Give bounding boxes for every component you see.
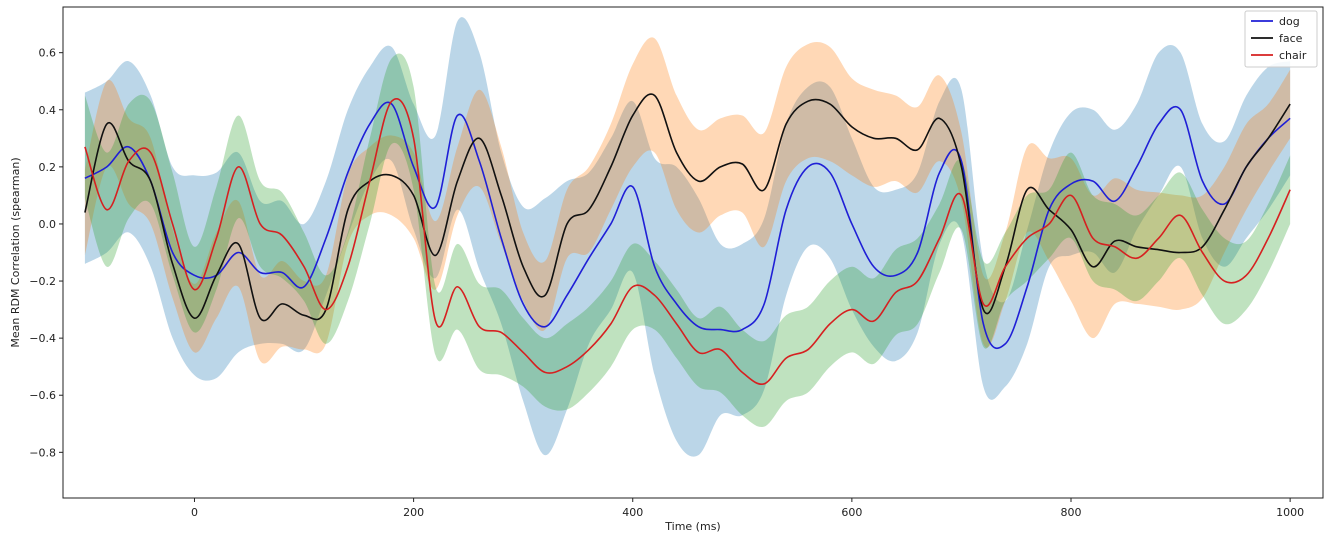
x-tick-label: 400	[622, 506, 643, 519]
x-tick-label: 1000	[1276, 506, 1304, 519]
plot-frame	[62, 6, 1324, 499]
x-tick-label: 200	[403, 506, 424, 519]
band-dog	[84, 17, 1291, 457]
x-tick-label: 0	[191, 506, 198, 519]
confidence-bands	[84, 17, 1291, 457]
line-chair	[84, 98, 1291, 386]
y-tick-label: −0.6	[29, 389, 56, 402]
legend-label-chair: chair	[1279, 49, 1307, 62]
band-chair	[84, 53, 1291, 428]
y-axis-ticks: −0.8 −0.6 −0.4 −0.2 0.0 0.2 0.4 0.6	[29, 47, 63, 459]
legend-label-dog: dog	[1279, 15, 1300, 28]
y-tick-label: −0.8	[29, 446, 56, 459]
legend: dog face chair	[1244, 10, 1318, 68]
x-axis-label: Time (ms)	[664, 520, 720, 533]
y-tick-label: 0.2	[39, 161, 57, 174]
y-tick-label: 0.6	[39, 47, 57, 60]
x-axis-ticks: 0 200 400 600 800 1000	[191, 498, 1304, 519]
y-tick-label: 0.0	[39, 218, 57, 231]
x-tick-label: 600	[841, 506, 862, 519]
y-axis-label: Mean RDM Correlation (spearman)	[9, 157, 22, 347]
y-tick-label: −0.4	[29, 332, 56, 345]
series-lines	[84, 93, 1291, 386]
y-tick-label: −0.2	[29, 275, 56, 288]
legend-box	[1244, 10, 1318, 68]
band-face	[84, 37, 1291, 364]
line-face	[84, 93, 1291, 322]
line-dog	[84, 101, 1291, 350]
legend-label-face: face	[1279, 32, 1303, 45]
y-tick-label: 0.4	[39, 104, 57, 117]
x-tick-label: 800	[1061, 506, 1082, 519]
